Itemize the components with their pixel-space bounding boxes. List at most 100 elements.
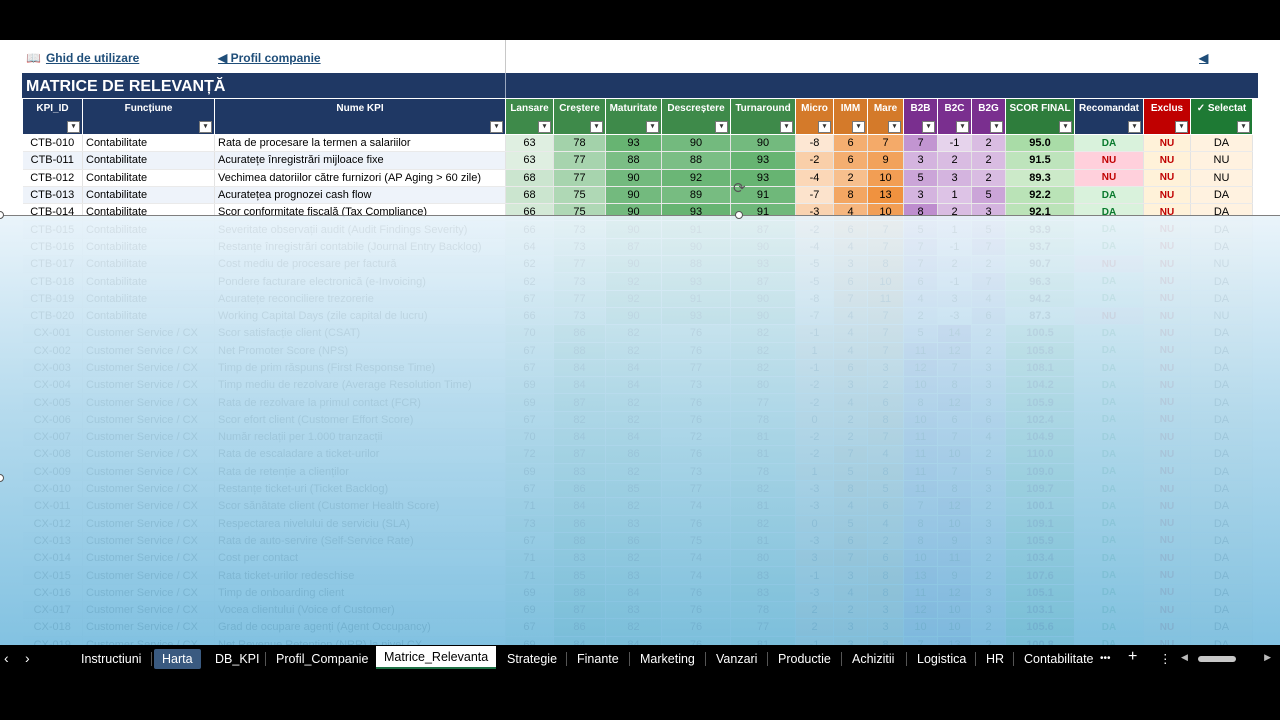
cell-descrestere[interactable]: 93 bbox=[661, 307, 731, 326]
cell-b2c[interactable]: 1 bbox=[937, 220, 972, 239]
cell-turnaround[interactable]: 90 bbox=[730, 290, 796, 308]
cell-micro[interactable]: -3 bbox=[795, 532, 834, 551]
cell-turnaround[interactable]: 81 bbox=[730, 636, 796, 645]
cell-turnaround[interactable]: 91 bbox=[730, 186, 796, 205]
cell-selectat[interactable]: DA bbox=[1190, 393, 1253, 412]
cell-b2g[interactable]: 3 bbox=[971, 203, 1006, 222]
sheet-tab-contabilitate[interactable]: Contabilitate bbox=[1024, 652, 1094, 666]
cell-turnaround[interactable]: 93 bbox=[730, 255, 796, 274]
cell-functiune[interactable]: Contabilitate bbox=[82, 255, 215, 274]
cell-b2b[interactable]: 10 bbox=[903, 411, 938, 430]
cell-functiune[interactable]: Contabilitate bbox=[82, 203, 215, 222]
cell-crestere[interactable]: 86 bbox=[553, 480, 606, 499]
filter-dropdown-icon[interactable]: ▾ bbox=[888, 121, 901, 133]
sheet-tab-vanzari[interactable]: Vanzari bbox=[716, 652, 758, 666]
table-row[interactable]: CTB-014 Contabilitate Scor conformitate fi… bbox=[22, 203, 1253, 222]
cell-scor-final[interactable]: 87.3 bbox=[1005, 307, 1075, 326]
cell-descrestere[interactable]: 88 bbox=[661, 255, 731, 274]
cell-kpi-id[interactable]: CX-002 bbox=[22, 342, 83, 360]
cell-functiune[interactable]: Customer Service / CX bbox=[82, 532, 215, 551]
filter-dropdown-icon[interactable]: ▾ bbox=[646, 121, 659, 133]
cell-recomandat[interactable]: DA bbox=[1074, 480, 1144, 499]
cell-scor-final[interactable]: 89.3 bbox=[1005, 169, 1075, 187]
cell-scor-final[interactable]: 105.8 bbox=[1005, 342, 1075, 360]
cell-imm[interactable]: 4 bbox=[833, 584, 868, 603]
filter-dropdown-icon[interactable]: ▾ bbox=[852, 121, 865, 133]
cell-exclus[interactable]: NU bbox=[1143, 636, 1191, 645]
cell-crestere[interactable]: 73 bbox=[553, 307, 606, 326]
cell-kpi-id[interactable]: CX-003 bbox=[22, 359, 83, 378]
cell-functiune[interactable]: Contabilitate bbox=[82, 290, 215, 308]
cell-functiune[interactable]: Customer Service / CX bbox=[82, 618, 215, 637]
cell-micro[interactable]: 1 bbox=[795, 463, 834, 481]
cell-b2g[interactable]: 3 bbox=[971, 532, 1006, 551]
cell-maturitate[interactable]: 86 bbox=[605, 532, 662, 551]
cell-selectat[interactable]: DA bbox=[1190, 134, 1253, 153]
cell-recomandat[interactable]: DA bbox=[1074, 393, 1144, 412]
cell-descrestere[interactable]: 76 bbox=[661, 618, 731, 637]
cell-kpi-id[interactable]: CX-019 bbox=[22, 636, 83, 645]
add-sheet-icon[interactable]: + bbox=[1128, 648, 1138, 665]
cell-micro[interactable]: -3 bbox=[795, 497, 834, 516]
cell-maturitate[interactable]: 82 bbox=[605, 463, 662, 481]
cell-nume-kpi[interactable]: Rata ticket-urilor redeschise bbox=[214, 566, 506, 585]
cell-selectat[interactable]: DA bbox=[1190, 618, 1253, 637]
cell-scor-final[interactable]: 104.9 bbox=[1005, 428, 1075, 447]
cell-crestere[interactable]: 78 bbox=[553, 134, 606, 153]
cell-mare[interactable]: 5 bbox=[867, 480, 904, 499]
cell-b2g[interactable]: 6 bbox=[971, 307, 1006, 326]
cell-recomandat[interactable]: DA bbox=[1074, 463, 1144, 481]
cell-imm[interactable]: 4 bbox=[833, 393, 868, 412]
cell-functiune[interactable]: Customer Service / CX bbox=[82, 497, 215, 516]
cell-lansare[interactable]: 63 bbox=[505, 134, 554, 153]
cell-micro[interactable]: -4 bbox=[795, 169, 834, 187]
cell-nume-kpi[interactable]: Working Capital Days (zile capital de lu… bbox=[214, 307, 506, 326]
scroll-left-icon[interactable]: ◀ bbox=[1181, 652, 1188, 662]
cell-functiune[interactable]: Customer Service / CX bbox=[82, 428, 215, 447]
cell-nume-kpi[interactable]: Acuratețe înregistrări mijloace fixe bbox=[214, 151, 506, 170]
cell-micro[interactable]: -3 bbox=[795, 203, 834, 222]
cell-functiune[interactable]: Customer Service / CX bbox=[82, 601, 215, 620]
col-header-selectat[interactable]: ✓ Selectat ▾ bbox=[1190, 98, 1253, 135]
cell-recomandat[interactable]: DA bbox=[1074, 445, 1144, 464]
sheet-tab-matrice-relevanta[interactable]: Matrice_Relevanta bbox=[376, 646, 497, 669]
cell-maturitate[interactable]: 92 bbox=[605, 290, 662, 308]
cell-lansare[interactable]: 67 bbox=[505, 532, 554, 551]
cell-lansare[interactable]: 67 bbox=[505, 411, 554, 430]
cell-maturitate[interactable]: 83 bbox=[605, 601, 662, 620]
cell-lansare[interactable]: 69 bbox=[505, 584, 554, 603]
filter-dropdown-icon[interactable]: ▾ bbox=[490, 121, 503, 133]
cell-nume-kpi[interactable]: Grad de ocupare agenți (Agent Occupancy) bbox=[214, 618, 506, 637]
cell-b2b[interactable]: 12 bbox=[903, 359, 938, 378]
cell-turnaround[interactable]: 87 bbox=[730, 220, 796, 239]
table-row[interactable]: CX-005 Customer Service / CX Rata de rezol… bbox=[22, 393, 1253, 412]
cell-mare[interactable]: 6 bbox=[867, 549, 904, 568]
cell-mare[interactable]: 11 bbox=[867, 290, 904, 308]
cell-crestere[interactable]: 85 bbox=[553, 566, 606, 585]
filter-dropdown-icon[interactable]: ▾ bbox=[590, 121, 603, 133]
cell-maturitate[interactable]: 82 bbox=[605, 497, 662, 516]
cell-selectat[interactable]: DA bbox=[1190, 445, 1253, 464]
cell-turnaround[interactable]: 78 bbox=[730, 463, 796, 481]
filter-dropdown-icon[interactable]: ▾ bbox=[818, 121, 831, 133]
cell-lansare[interactable]: 69 bbox=[505, 601, 554, 620]
cell-recomandat[interactable]: DA bbox=[1074, 203, 1144, 222]
cell-functiune[interactable]: Customer Service / CX bbox=[82, 411, 215, 430]
cell-exclus[interactable]: NU bbox=[1143, 169, 1191, 187]
cell-imm[interactable]: 2 bbox=[833, 411, 868, 430]
cell-b2b[interactable]: 8 bbox=[903, 532, 938, 551]
cell-b2c[interactable]: 7 bbox=[937, 359, 972, 378]
cell-maturitate[interactable]: 82 bbox=[605, 393, 662, 412]
cell-b2g[interactable]: 2 bbox=[971, 151, 1006, 170]
cell-b2c[interactable]: 10 bbox=[937, 515, 972, 533]
filter-dropdown-icon[interactable]: ▾ bbox=[1059, 121, 1072, 133]
cell-b2c[interactable]: 3 bbox=[937, 290, 972, 308]
cell-maturitate[interactable]: 93 bbox=[605, 134, 662, 153]
cell-crestere[interactable]: 84 bbox=[553, 636, 606, 645]
cell-crestere[interactable]: 83 bbox=[553, 549, 606, 568]
cell-turnaround[interactable]: 78 bbox=[730, 411, 796, 430]
cell-maturitate[interactable]: 82 bbox=[605, 342, 662, 360]
col-header-micro[interactable]: Micro ▾ bbox=[795, 98, 834, 135]
cell-exclus[interactable]: NU bbox=[1143, 151, 1191, 170]
cell-b2b[interactable]: 10 bbox=[903, 549, 938, 568]
